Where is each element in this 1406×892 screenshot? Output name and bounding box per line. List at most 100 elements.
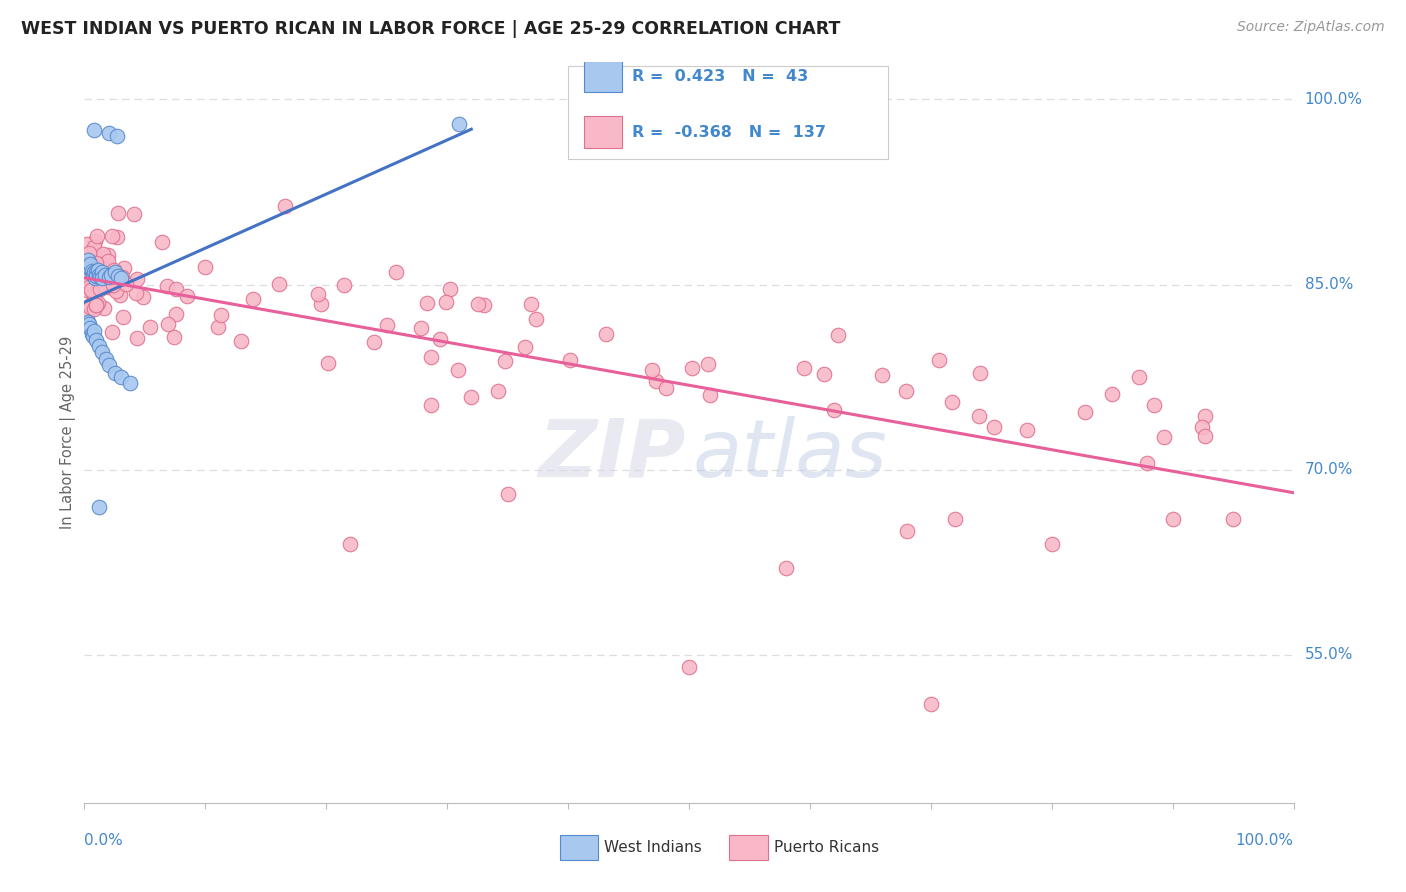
Point xyxy=(108,288,131,302)
Point xyxy=(384,265,406,279)
Point xyxy=(125,286,148,301)
Point xyxy=(827,327,849,342)
Point xyxy=(84,256,107,270)
Point xyxy=(274,199,297,213)
Point xyxy=(1015,423,1038,437)
Point xyxy=(101,228,124,243)
Point xyxy=(83,287,105,301)
Point xyxy=(83,234,105,248)
FancyBboxPatch shape xyxy=(583,61,623,92)
Point xyxy=(699,388,721,402)
Point xyxy=(496,487,519,501)
Point xyxy=(439,282,461,296)
Point xyxy=(91,345,114,359)
Point xyxy=(194,260,217,275)
Point xyxy=(307,286,329,301)
Text: 100.0%: 100.0% xyxy=(1305,92,1362,107)
Point xyxy=(83,259,105,273)
Point xyxy=(1194,429,1216,443)
Point xyxy=(896,524,918,539)
Point xyxy=(97,358,120,372)
Point xyxy=(91,271,114,285)
Point xyxy=(242,292,264,306)
Point xyxy=(122,207,145,221)
Point xyxy=(83,123,105,137)
Point xyxy=(79,261,101,276)
Point xyxy=(920,697,942,711)
Point xyxy=(870,368,893,383)
Point xyxy=(76,237,98,252)
Text: R =  0.423   N =  43: R = 0.423 N = 43 xyxy=(633,69,808,84)
Point xyxy=(87,268,110,282)
Point xyxy=(157,317,180,331)
Point xyxy=(419,398,441,412)
Text: 0.0%: 0.0% xyxy=(84,833,124,848)
Point xyxy=(112,261,135,276)
Point xyxy=(419,350,441,364)
Point xyxy=(82,267,104,281)
Point xyxy=(94,268,117,282)
Point xyxy=(1194,409,1216,424)
Point xyxy=(115,277,138,291)
Point xyxy=(513,340,536,354)
Point xyxy=(363,334,385,349)
Point xyxy=(156,279,179,293)
Point xyxy=(107,268,129,283)
Point xyxy=(409,321,432,335)
Point xyxy=(696,357,718,371)
Point xyxy=(165,282,187,296)
Point xyxy=(943,512,966,526)
Point xyxy=(86,297,108,311)
Point xyxy=(896,384,918,398)
Text: Source: ZipAtlas.com: Source: ZipAtlas.com xyxy=(1237,20,1385,34)
FancyBboxPatch shape xyxy=(568,66,889,159)
Point xyxy=(104,367,127,381)
Point xyxy=(434,295,457,310)
Point xyxy=(97,270,120,285)
Point xyxy=(76,309,98,323)
Point xyxy=(77,259,100,273)
Point xyxy=(229,334,252,348)
Point xyxy=(1040,536,1063,550)
Point xyxy=(125,331,148,345)
Point xyxy=(83,302,105,317)
Point xyxy=(82,329,104,343)
Point xyxy=(90,268,112,283)
Point xyxy=(375,318,398,333)
Point xyxy=(110,370,132,384)
Point xyxy=(77,315,100,329)
Point xyxy=(79,320,101,334)
Point xyxy=(969,366,991,380)
Point xyxy=(91,246,114,260)
Point xyxy=(83,265,105,279)
Point xyxy=(460,390,482,404)
Point xyxy=(105,230,128,244)
Text: 85.0%: 85.0% xyxy=(1305,277,1353,292)
Point xyxy=(80,326,103,341)
Point xyxy=(97,253,120,268)
Point xyxy=(429,332,451,346)
Point xyxy=(110,271,132,285)
Point xyxy=(89,270,111,285)
Point xyxy=(969,409,991,423)
Point xyxy=(96,279,118,293)
Point xyxy=(209,308,232,322)
Text: R =  -0.368   N =  137: R = -0.368 N = 137 xyxy=(633,125,827,139)
FancyBboxPatch shape xyxy=(560,835,599,860)
Text: WEST INDIAN VS PUERTO RICAN IN LABOR FORCE | AGE 25-29 CORRELATION CHART: WEST INDIAN VS PUERTO RICAN IN LABOR FOR… xyxy=(21,20,841,37)
FancyBboxPatch shape xyxy=(583,117,623,147)
Point xyxy=(644,374,666,388)
Point xyxy=(176,289,198,303)
Point xyxy=(87,500,110,514)
Point xyxy=(104,265,127,279)
Point xyxy=(90,257,112,271)
Point xyxy=(105,129,128,144)
Point xyxy=(120,376,142,391)
Text: 100.0%: 100.0% xyxy=(1236,833,1294,848)
Point xyxy=(89,263,111,277)
Point xyxy=(1191,419,1213,434)
Point xyxy=(77,245,100,260)
Point xyxy=(1143,397,1166,411)
Point xyxy=(165,307,187,321)
Point xyxy=(84,270,107,285)
